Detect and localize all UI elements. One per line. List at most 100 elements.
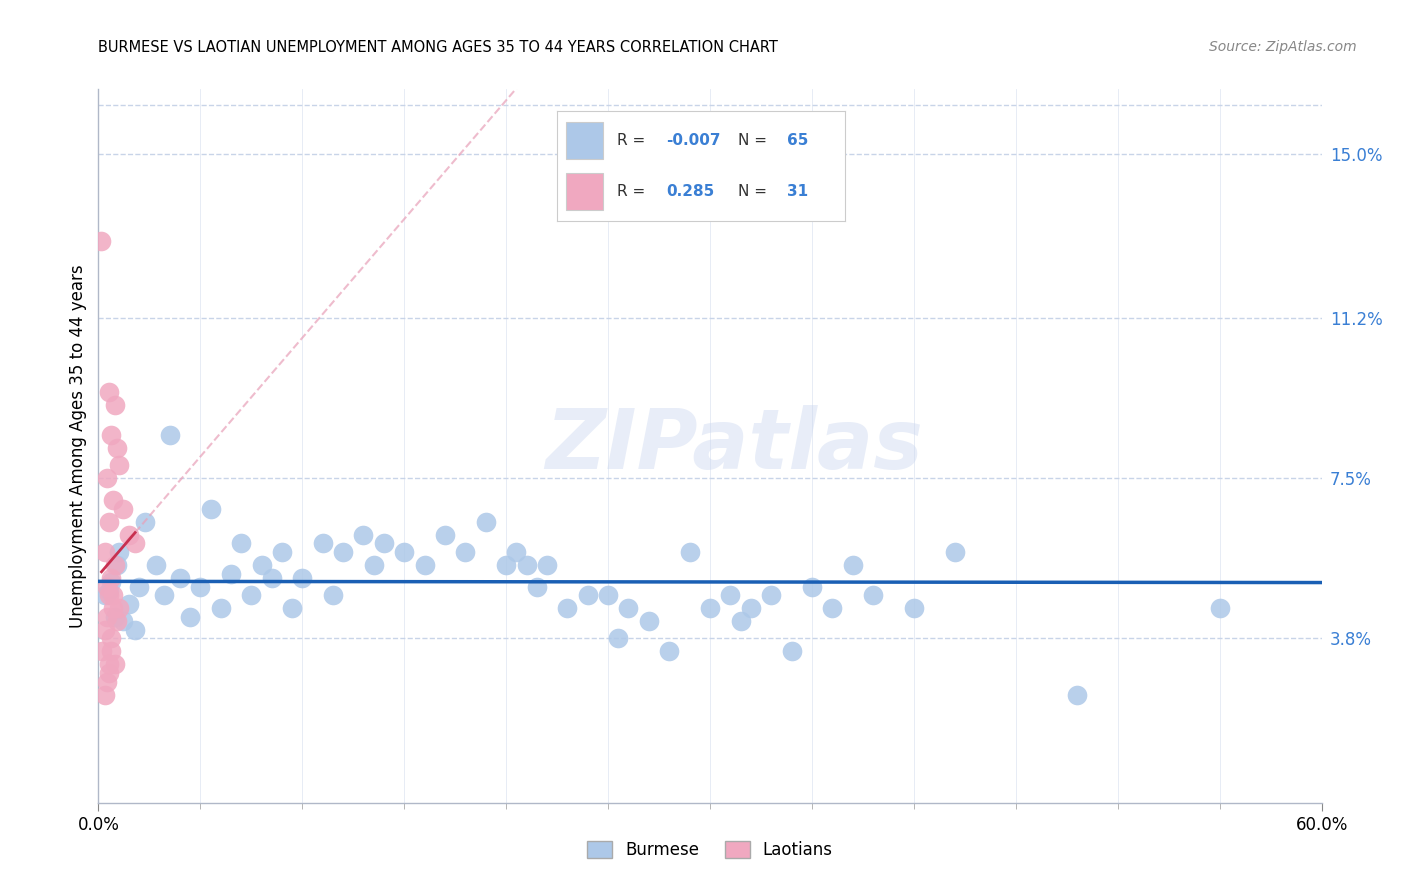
Point: [413, 558, 436, 572]
Point: [124, 623, 146, 637]
Point: [104, 657, 127, 672]
Point: [474, 515, 498, 529]
Point: [943, 545, 966, 559]
Point: [96, 471, 118, 485]
Point: [93, 688, 115, 702]
Point: [93, 588, 115, 602]
Point: [720, 588, 742, 602]
Point: [557, 601, 579, 615]
Text: BURMESE VS LAOTIAN UNEMPLOYMENT AMONG AGES 35 TO 44 YEARS CORRELATION CHART: BURMESE VS LAOTIAN UNEMPLOYMENT AMONG AG…: [98, 40, 779, 55]
Point: [638, 614, 661, 628]
Point: [392, 545, 416, 559]
Point: [352, 527, 374, 541]
Point: [169, 571, 191, 585]
Point: [97, 384, 120, 399]
Point: [679, 545, 702, 559]
Point: [260, 571, 283, 585]
Point: [97, 588, 120, 602]
Point: [93, 623, 115, 637]
Point: [433, 527, 456, 541]
Point: [240, 588, 263, 602]
Point: [607, 632, 630, 646]
Point: [516, 558, 538, 572]
Point: [219, 566, 242, 581]
Point: [96, 610, 118, 624]
Point: [90, 234, 112, 248]
Point: [100, 428, 122, 442]
Point: [97, 515, 120, 529]
Point: [780, 644, 803, 658]
Point: [100, 644, 122, 658]
Point: [134, 515, 156, 529]
Point: [91, 644, 114, 658]
Point: [862, 588, 884, 602]
Point: [152, 588, 174, 602]
Y-axis label: Unemployment Among Ages 35 to 44 years: Unemployment Among Ages 35 to 44 years: [69, 264, 87, 628]
Point: [231, 536, 253, 550]
Point: [105, 441, 128, 455]
Point: [617, 601, 640, 615]
Point: [209, 601, 232, 615]
Point: [373, 536, 395, 550]
Point: [118, 597, 141, 611]
Point: [93, 545, 115, 559]
Point: [100, 571, 122, 585]
Point: [100, 632, 122, 646]
Point: [108, 458, 131, 473]
Point: [128, 580, 150, 594]
Point: [526, 580, 548, 594]
Point: [903, 601, 925, 615]
Point: [105, 614, 128, 628]
Point: [596, 588, 619, 602]
Point: [576, 588, 599, 602]
Point: [699, 601, 721, 615]
Point: [111, 614, 134, 628]
Point: [104, 610, 127, 624]
Point: [108, 545, 131, 559]
Point: [363, 558, 385, 572]
Point: [801, 580, 824, 594]
Point: [118, 527, 141, 541]
Point: [97, 583, 120, 598]
Legend: Burmese, Laotians: Burmese, Laotians: [581, 834, 839, 866]
Point: [108, 601, 131, 615]
Point: [740, 601, 762, 615]
Point: [505, 545, 527, 559]
Point: [179, 610, 201, 624]
Point: [1066, 688, 1088, 702]
Point: [322, 588, 344, 602]
Point: [97, 666, 120, 681]
Point: [536, 558, 558, 572]
Point: [200, 501, 222, 516]
Point: [759, 588, 782, 602]
Point: [100, 575, 122, 590]
Point: [841, 558, 863, 572]
Point: [159, 428, 181, 442]
Point: [188, 580, 212, 594]
Point: [101, 493, 124, 508]
Point: [145, 558, 167, 572]
Point: [1208, 601, 1232, 615]
Point: [495, 558, 517, 572]
Point: [97, 657, 120, 672]
Point: [124, 536, 146, 550]
Point: [111, 501, 134, 516]
Point: [281, 601, 304, 615]
Point: [250, 558, 273, 572]
Point: [658, 644, 681, 658]
Point: [104, 558, 127, 572]
Point: [332, 545, 354, 559]
Point: [101, 588, 124, 602]
Point: [104, 398, 127, 412]
Text: ZIPatlas: ZIPatlas: [546, 406, 924, 486]
Point: [454, 545, 477, 559]
Point: [96, 580, 118, 594]
Text: Source: ZipAtlas.com: Source: ZipAtlas.com: [1209, 40, 1357, 54]
Point: [96, 674, 118, 689]
Point: [821, 601, 844, 615]
Point: [101, 601, 124, 615]
Point: [270, 545, 294, 559]
Point: [730, 614, 752, 628]
Point: [291, 571, 314, 585]
Point: [312, 536, 335, 550]
